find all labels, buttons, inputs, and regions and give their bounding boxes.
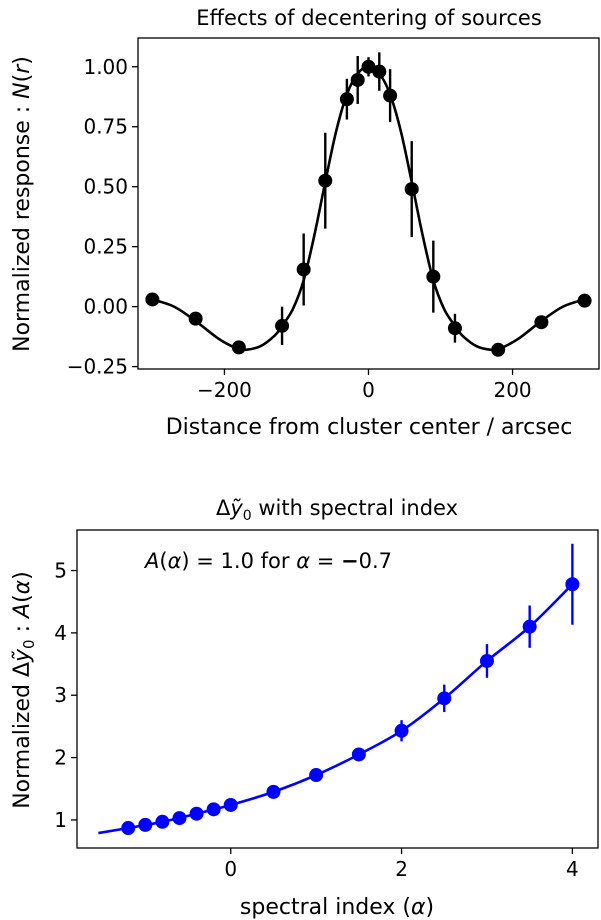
y-tick-label: 4: [54, 621, 67, 645]
data-point: [339, 92, 354, 107]
data-point: [172, 811, 187, 826]
data-point: [491, 342, 506, 357]
y-tick-label: 3: [54, 683, 67, 707]
y-axis: 1 2 3 4 5: [54, 559, 77, 832]
axes-frame: [76, 529, 599, 849]
x-axis-label: Distance from cluster center / arcsec: [166, 415, 573, 440]
y-axis-label: Normalized response : N(r): [10, 56, 35, 352]
x-tick-label: 0: [362, 378, 375, 402]
annotation: A(α) = 1.0 for α = −0.7: [143, 549, 392, 573]
x-tick-label: −200: [197, 378, 252, 402]
data-point: [155, 814, 170, 829]
data-point: [231, 340, 246, 355]
data-point: [145, 292, 160, 307]
data-point: [206, 802, 221, 817]
data-point: [350, 72, 365, 87]
y-tick-label: 0.50: [83, 175, 128, 199]
fit-curve: [98, 583, 574, 835]
plot-area: [98, 543, 580, 836]
data-point: [121, 821, 136, 836]
data-point: [223, 797, 238, 812]
data-point: [361, 59, 376, 74]
x-tick-label: 200: [493, 378, 531, 402]
data-point: [318, 173, 333, 188]
x-axis: −200 0 200: [197, 369, 532, 402]
data-point: [404, 182, 419, 197]
y-tick-label: 5: [54, 559, 67, 583]
data-point: [189, 806, 204, 821]
x-axis-label: spectral index (α): [240, 895, 434, 920]
chart-title: Effects of decentering of sources: [196, 6, 542, 30]
y-tick-label: 1.00: [83, 55, 128, 79]
y-axis-label: Normalized Δỹ0 : A(α): [10, 571, 38, 809]
y-tick-label: 0.25: [83, 235, 128, 259]
data-point: [577, 293, 592, 308]
data-point: [522, 619, 537, 634]
fit-curve: [151, 65, 586, 352]
data-point: [447, 321, 462, 336]
plot-area: [145, 52, 592, 357]
data-point: [138, 817, 153, 832]
y-tick-label: 0.00: [83, 295, 128, 319]
x-tick-label: 0: [224, 857, 237, 881]
data-point: [309, 768, 324, 783]
y-tick-label: 1: [54, 808, 67, 832]
panel-spectral-index: Δỹ0 with spectral index 0 2 4 1 2 3 4 5 A(α) =…: [10, 496, 599, 920]
y-tick-label: 2: [54, 746, 67, 770]
data-point: [437, 691, 452, 706]
chart-title: Δỹ0 with spectral index: [216, 496, 458, 524]
x-tick-label: 2: [395, 857, 408, 881]
data-point: [296, 262, 311, 277]
data-point: [534, 315, 549, 330]
x-axis: 0 2 4: [224, 848, 579, 881]
panel-decentering: Effects of decentering of sources −200 0 2…: [10, 6, 600, 440]
data-point: [275, 318, 290, 333]
data-point: [351, 747, 366, 762]
data-point: [426, 269, 441, 284]
x-tick-label: 4: [566, 857, 579, 881]
data-point: [394, 723, 409, 738]
data-point: [479, 653, 494, 668]
data-point: [565, 577, 580, 592]
y-tick-label: −0.25: [67, 355, 128, 379]
data-point: [188, 311, 203, 326]
data-point: [383, 88, 398, 103]
axes-frame: [137, 37, 600, 370]
data-point: [372, 64, 387, 79]
y-axis: −0.25 0.00 0.25 0.50 0.75 1.00: [67, 55, 138, 379]
y-tick-label: 0.75: [83, 115, 128, 139]
data-point: [266, 784, 281, 799]
